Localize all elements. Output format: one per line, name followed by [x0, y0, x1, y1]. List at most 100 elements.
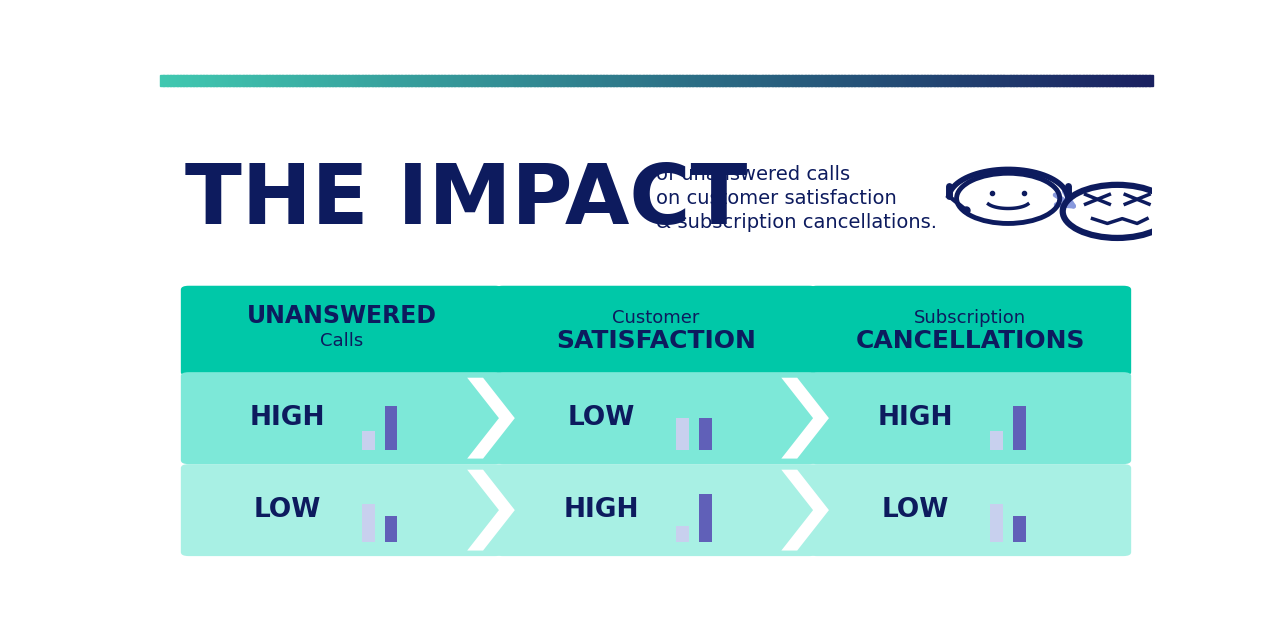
- Bar: [338, 75, 343, 86]
- Bar: [283, 75, 287, 86]
- Bar: [1012, 406, 1025, 450]
- Bar: [778, 75, 782, 86]
- Bar: [1123, 75, 1126, 86]
- Bar: [216, 75, 220, 86]
- Bar: [653, 75, 657, 86]
- Bar: [745, 75, 750, 86]
- Bar: [507, 75, 512, 86]
- Bar: [765, 75, 769, 86]
- Bar: [682, 75, 687, 86]
- Bar: [421, 75, 425, 86]
- Bar: [607, 75, 611, 86]
- Bar: [252, 75, 257, 86]
- Bar: [808, 75, 813, 86]
- Bar: [1016, 75, 1020, 86]
- Bar: [229, 75, 234, 86]
- Bar: [841, 75, 846, 86]
- Bar: [719, 75, 723, 86]
- Bar: [312, 75, 316, 86]
- Bar: [335, 75, 339, 86]
- Bar: [550, 75, 554, 86]
- Bar: [394, 75, 399, 86]
- Bar: [346, 75, 349, 86]
- Bar: [306, 75, 310, 86]
- Bar: [365, 75, 370, 86]
- Polygon shape: [781, 470, 829, 551]
- Text: & subscription cancellations.: & subscription cancellations.: [657, 213, 937, 232]
- Bar: [177, 75, 180, 86]
- Bar: [831, 75, 836, 86]
- Bar: [914, 75, 918, 86]
- Bar: [640, 75, 644, 86]
- Bar: [676, 526, 689, 542]
- Bar: [943, 75, 948, 86]
- Bar: [712, 75, 717, 86]
- Bar: [471, 75, 475, 86]
- Bar: [553, 75, 558, 86]
- Bar: [442, 75, 445, 86]
- Bar: [676, 75, 680, 86]
- Bar: [259, 75, 264, 86]
- Polygon shape: [467, 377, 515, 458]
- Bar: [315, 75, 320, 86]
- Bar: [239, 75, 243, 86]
- Bar: [461, 75, 465, 86]
- Bar: [233, 75, 237, 86]
- Bar: [1106, 75, 1110, 86]
- Bar: [384, 406, 397, 450]
- Bar: [200, 75, 204, 86]
- Bar: [663, 75, 667, 86]
- FancyBboxPatch shape: [809, 372, 1132, 464]
- Bar: [266, 75, 270, 86]
- Bar: [352, 75, 356, 86]
- Bar: [417, 75, 422, 86]
- Bar: [323, 75, 326, 86]
- Bar: [603, 75, 608, 86]
- Bar: [732, 75, 736, 86]
- FancyBboxPatch shape: [495, 372, 817, 464]
- Bar: [398, 75, 402, 86]
- Bar: [891, 75, 895, 86]
- Bar: [504, 75, 508, 86]
- Bar: [630, 75, 634, 86]
- Text: of unanswered calls: of unanswered calls: [657, 165, 850, 184]
- Bar: [273, 75, 276, 86]
- Bar: [325, 75, 330, 86]
- Bar: [927, 75, 932, 86]
- Bar: [561, 75, 564, 86]
- FancyBboxPatch shape: [495, 464, 817, 556]
- Bar: [941, 75, 945, 86]
- Bar: [540, 75, 544, 86]
- Bar: [918, 75, 922, 86]
- Bar: [920, 75, 925, 86]
- Bar: [705, 75, 710, 86]
- Bar: [362, 504, 375, 542]
- Bar: [362, 431, 375, 450]
- Bar: [824, 75, 829, 86]
- Bar: [1112, 75, 1116, 86]
- Bar: [408, 75, 412, 86]
- Bar: [983, 75, 988, 86]
- Bar: [855, 75, 859, 86]
- Bar: [735, 75, 740, 86]
- Bar: [1076, 75, 1080, 86]
- FancyBboxPatch shape: [809, 464, 1132, 556]
- Bar: [987, 75, 991, 86]
- Bar: [812, 75, 815, 86]
- Bar: [966, 75, 972, 86]
- Bar: [703, 75, 707, 86]
- Bar: [319, 75, 323, 86]
- Bar: [538, 75, 541, 86]
- Bar: [960, 75, 965, 86]
- Bar: [392, 75, 396, 86]
- Bar: [1053, 75, 1057, 86]
- Bar: [1093, 75, 1097, 86]
- Bar: [170, 75, 174, 86]
- Bar: [428, 75, 433, 86]
- Bar: [250, 75, 253, 86]
- Bar: [680, 75, 684, 86]
- Bar: [1060, 75, 1064, 86]
- Bar: [649, 75, 654, 86]
- Bar: [1125, 75, 1130, 86]
- Bar: [444, 75, 449, 86]
